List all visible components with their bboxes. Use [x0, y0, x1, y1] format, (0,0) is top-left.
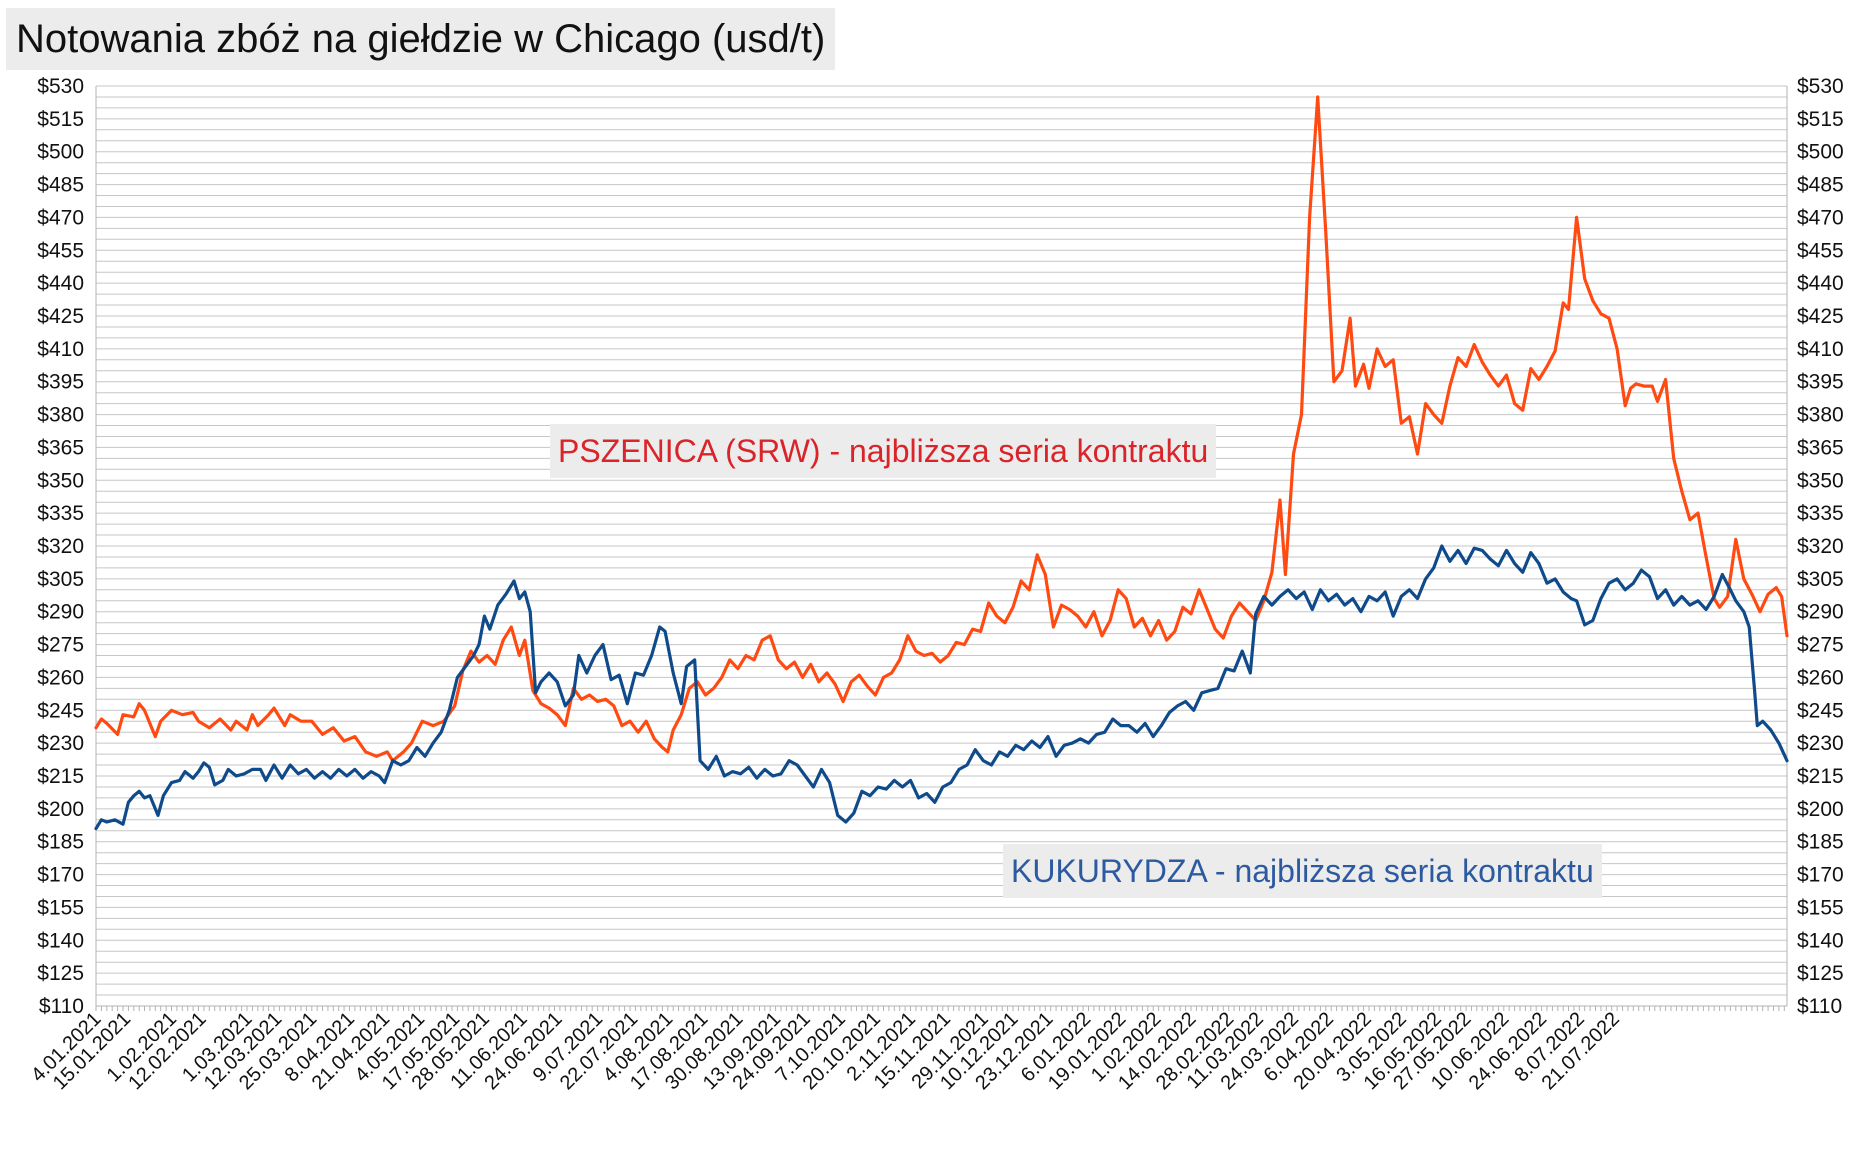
y-tick-label-right: $515 — [1797, 108, 1844, 131]
y-tick-label-left: $380 — [37, 404, 84, 427]
y-tick-label-right: $365 — [1797, 436, 1844, 459]
y-tick-label-right: $410 — [1797, 338, 1844, 361]
y-tick-label-right: $500 — [1797, 141, 1844, 164]
y-tick-label-left: $530 — [37, 75, 84, 98]
y-axis-right: $110 $125 $140 $155 $170 $185 $200 $215 $230 $245… — [1797, 75, 1844, 1018]
y-tick-label-right: $245 — [1797, 699, 1844, 722]
y-tick-label-right: $425 — [1797, 305, 1844, 328]
y-tick-label-left: $290 — [37, 601, 84, 624]
y-tick-label-left: $320 — [37, 535, 84, 558]
y-tick-label-left: $350 — [37, 469, 84, 492]
x-axis: 4.01.202115.01.20211.02.202112.02.20211.… — [27, 1008, 1624, 1094]
grid-lines — [96, 85, 1787, 1007]
y-tick-label-left: $155 — [37, 896, 84, 919]
y-tick-label-right: $320 — [1797, 535, 1844, 558]
y-tick-label-left: $470 — [37, 206, 84, 229]
y-tick-label-right: $170 — [1797, 864, 1844, 887]
y-tick-label-left: $455 — [37, 239, 84, 262]
y-tick-label-left: $275 — [37, 634, 84, 657]
y-tick-label-left: $110 — [39, 995, 84, 1018]
y-tick-label-left: $365 — [37, 436, 84, 459]
y-tick-label-right: $440 — [1797, 272, 1844, 295]
y-tick-label-right: $470 — [1797, 206, 1844, 229]
y-tick-label-right: $155 — [1797, 896, 1844, 919]
y-tick-label-right: $530 — [1797, 75, 1844, 98]
y-tick-label-left: $485 — [37, 174, 84, 197]
y-tick-label-right: $185 — [1797, 831, 1844, 854]
y-tick-label-right: $305 — [1797, 568, 1844, 591]
corn-series-line — [94, 544, 1789, 831]
y-tick-label-left: $305 — [37, 568, 84, 591]
y-tick-label-left: $125 — [37, 962, 84, 985]
corn-series-label: KUKURYDZA - najbliższa seria kontraktu — [1003, 844, 1602, 898]
y-axis-left: $110 $125 $140 $155 $170 $185 $200 $215 $230 $245… — [37, 75, 84, 1018]
y-tick-label-left: $410 — [37, 338, 84, 361]
wheat-series-line — [94, 95, 1789, 763]
y-tick-label-right: $110 — [1797, 995, 1842, 1018]
y-tick-label-right: $200 — [1797, 798, 1844, 821]
y-tick-label-left: $425 — [37, 305, 84, 328]
y-tick-label-right: $260 — [1797, 666, 1844, 689]
axes — [95, 86, 1788, 1011]
y-tick-label-right: $380 — [1797, 404, 1844, 427]
y-tick-label-left: $140 — [37, 929, 84, 952]
y-tick-label-right: $140 — [1797, 929, 1844, 952]
y-tick-label-right: $455 — [1797, 239, 1844, 262]
y-tick-label-right: $485 — [1797, 174, 1844, 197]
y-tick-label-right: $215 — [1797, 765, 1844, 788]
y-tick-label-left: $200 — [37, 798, 84, 821]
y-tick-label-left: $185 — [37, 831, 84, 854]
y-tick-label-right: $335 — [1797, 502, 1844, 525]
y-tick-label-right: $125 — [1797, 962, 1844, 985]
y-tick-label-right: $290 — [1797, 601, 1844, 624]
series-layer — [94, 95, 1789, 831]
y-tick-label-right: $350 — [1797, 469, 1844, 492]
y-tick-label-left: $515 — [37, 108, 84, 131]
y-tick-label-left: $230 — [37, 732, 84, 755]
y-tick-label-left: $335 — [37, 502, 84, 525]
y-tick-label-right: $275 — [1797, 634, 1844, 657]
y-tick-label-right: $395 — [1797, 371, 1844, 394]
y-tick-label-right: $230 — [1797, 732, 1844, 755]
y-tick-label-left: $170 — [37, 864, 84, 887]
y-tick-label-left: $215 — [37, 765, 84, 788]
y-tick-label-left: $245 — [37, 699, 84, 722]
y-tick-label-left: $440 — [37, 272, 84, 295]
y-tick-label-left: $260 — [37, 666, 84, 689]
y-tick-label-left: $500 — [37, 141, 84, 164]
wheat-series-label: PSZENICA (SRW) - najbliższa seria kontra… — [550, 424, 1217, 478]
y-tick-label-left: $395 — [37, 371, 84, 394]
chart-title: Notowania zbóż na giełdzie w Chicago (us… — [6, 8, 836, 70]
